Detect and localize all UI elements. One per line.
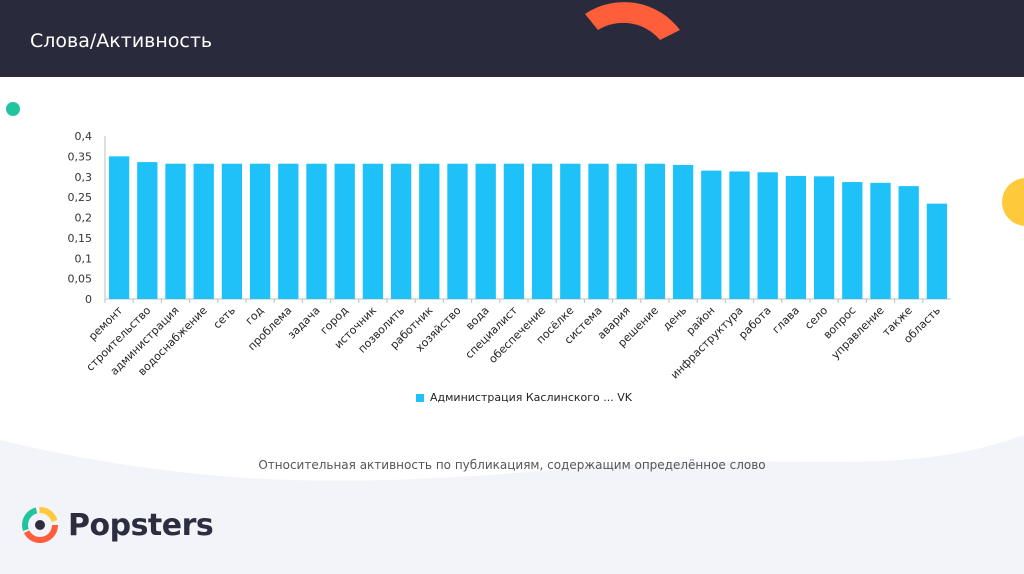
y-tick-label: 0,2 xyxy=(75,212,93,225)
popsters-logo: Popsters xyxy=(22,500,214,550)
y-tick-label: 0,1 xyxy=(75,252,93,265)
y-tick-label: 0,05 xyxy=(68,273,93,286)
bar-администрация xyxy=(165,163,186,299)
bar-решение xyxy=(644,163,666,299)
chart-caption: Относительная активность по публикациям,… xyxy=(258,458,766,472)
bar-специалист xyxy=(503,163,525,299)
green-dot-decoration xyxy=(6,102,20,116)
bar-строительство xyxy=(137,162,158,299)
header-decoration xyxy=(585,2,680,40)
bar-хозяйство xyxy=(447,163,468,299)
bar-также xyxy=(898,186,919,299)
bar-работа xyxy=(757,172,778,299)
bar-управление xyxy=(870,182,891,299)
y-tick-label: 0,4 xyxy=(75,130,93,143)
page-title: Слова/Активность xyxy=(30,30,213,52)
header-bar: Слова/Активность xyxy=(0,0,1024,77)
bar-авария xyxy=(616,163,637,299)
bar-вода xyxy=(475,163,496,299)
x-tick-label: сеть xyxy=(211,304,238,331)
bar-город xyxy=(334,163,355,299)
brand-name: Popsters xyxy=(68,507,214,543)
bar-инфраструктура xyxy=(729,171,750,299)
y-tick-label: 0,35 xyxy=(68,150,93,163)
y-tick-label: 0,3 xyxy=(75,171,93,184)
chart-legend: Администрация Каслинского ... VK xyxy=(416,391,632,404)
bar-село xyxy=(813,176,835,299)
y-tick-label: 0,25 xyxy=(68,191,93,204)
bar-область xyxy=(926,203,948,299)
bar-проблема xyxy=(278,163,299,299)
bar-глава xyxy=(785,175,807,299)
bar-chart: 00,050,10,150,20,250,30,350,4ремонтстрои… xyxy=(68,130,951,382)
bar-день xyxy=(672,164,694,299)
y-tick-label: 0 xyxy=(85,293,92,306)
bar-водоснабжение xyxy=(193,163,214,299)
x-tick-label: глава xyxy=(770,304,802,336)
bar-система xyxy=(588,163,609,299)
bar-работник xyxy=(419,163,440,299)
background-wave xyxy=(0,435,1024,574)
x-tick-label: год xyxy=(243,304,267,328)
popsters-logo-icon xyxy=(22,507,58,543)
yellow-half-circle-decoration xyxy=(1002,178,1024,226)
y-tick-label: 0,15 xyxy=(68,232,93,245)
bar-позволить xyxy=(390,163,412,299)
legend-swatch xyxy=(416,393,424,402)
bar-источник xyxy=(362,163,384,299)
legend-label: Администрация Каслинского ... VK xyxy=(430,391,632,404)
bar-район xyxy=(701,170,722,299)
bar-сеть xyxy=(221,163,243,299)
bar-задача xyxy=(306,163,327,299)
bar-обеспечение xyxy=(531,163,553,299)
bar-ремонт xyxy=(108,156,130,299)
bar-год xyxy=(249,163,271,299)
bar-вопрос xyxy=(842,182,863,299)
bar-посёлке xyxy=(560,163,581,299)
